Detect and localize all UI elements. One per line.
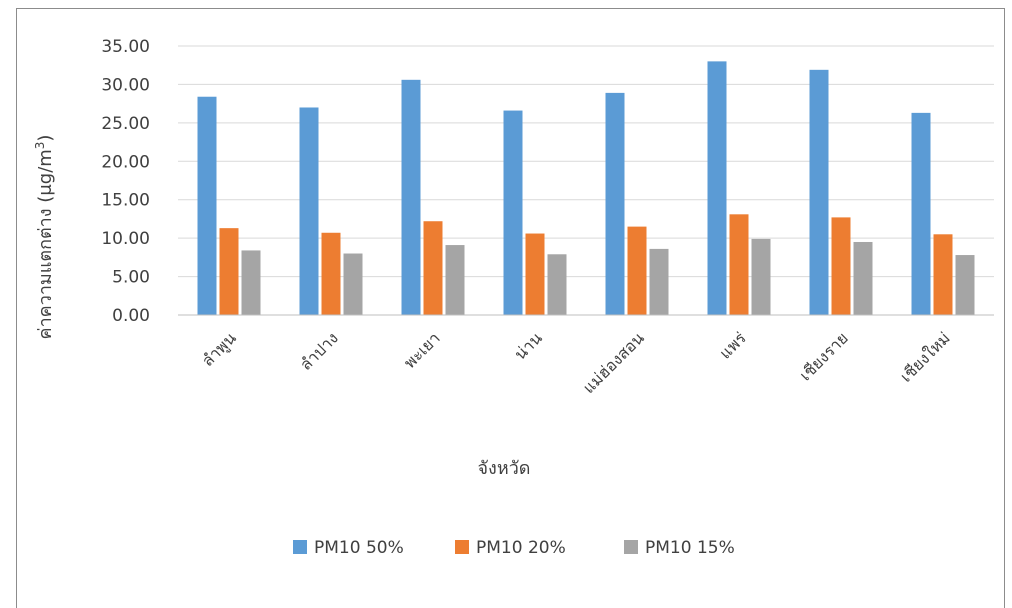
bar (831, 217, 851, 315)
legend-swatch (455, 540, 469, 554)
bar (809, 69, 829, 315)
bar (343, 253, 363, 315)
x-tick-label: แม่ฮ่องสอน (579, 328, 648, 397)
legend-swatch (624, 540, 638, 554)
bar (321, 232, 341, 315)
y-axis-title: ค่าความแตกต่าง (μg/m3) (33, 135, 56, 340)
bar (445, 245, 465, 315)
bar (503, 110, 523, 315)
legend: PM10 50% PM10 20% PM10 15% (293, 538, 735, 558)
legend-label: PM10 50% (314, 538, 404, 558)
bar (707, 61, 727, 315)
bar (933, 234, 953, 315)
bars (197, 61, 975, 316)
bar (219, 228, 239, 315)
bar (197, 96, 217, 316)
bar-chart: 0.00 5.00 10.00 15.00 20.00 25.00 30.00 35.00 ล… (33, 37, 994, 558)
legend-swatch (293, 540, 307, 554)
bar (401, 79, 421, 316)
bar (853, 241, 873, 315)
bar (751, 238, 771, 315)
legend-label: PM10 20% (476, 538, 566, 558)
x-tick-label: แพร่ (716, 328, 751, 363)
y-tick-label: 30.00 (101, 75, 150, 95)
bar (423, 221, 443, 315)
y-tick-label: 25.00 (101, 114, 150, 134)
x-tick-label: น่าน (511, 328, 546, 363)
x-tick-label: พะเยา (400, 328, 444, 372)
x-tick-label: เชียงใหม่ (896, 328, 954, 386)
bar (911, 112, 931, 315)
bar (627, 226, 647, 315)
bar (241, 250, 261, 315)
bar (547, 254, 567, 315)
y-tick-label: 5.00 (112, 268, 150, 288)
x-axis-categories: ลำพูน ลำปาง พะเยา น่าน แม่ฮ่องสอน แพร่ เชียงรา… (198, 328, 954, 397)
x-tick-label: ลำปาง (296, 328, 342, 374)
bar (649, 248, 669, 315)
y-tick-label: 15.00 (101, 191, 150, 211)
legend-label: PM10 15% (645, 538, 735, 558)
y-tick-label: 10.00 (101, 229, 150, 249)
x-tick-label: ลำพูน (198, 328, 241, 371)
y-tick-label: 35.00 (101, 37, 150, 57)
y-axis-ticks: 0.00 5.00 10.00 15.00 20.00 25.00 30.00 35.00 (101, 37, 150, 326)
bar (729, 214, 749, 315)
bar (955, 255, 975, 315)
x-axis-title: จังหวัด (478, 458, 531, 479)
y-tick-label: 0.00 (112, 306, 150, 326)
bar (525, 233, 545, 315)
y-tick-label: 20.00 (101, 152, 150, 172)
x-tick-label: เชียงราย (796, 328, 852, 384)
bar (605, 92, 625, 315)
bar (299, 107, 319, 315)
